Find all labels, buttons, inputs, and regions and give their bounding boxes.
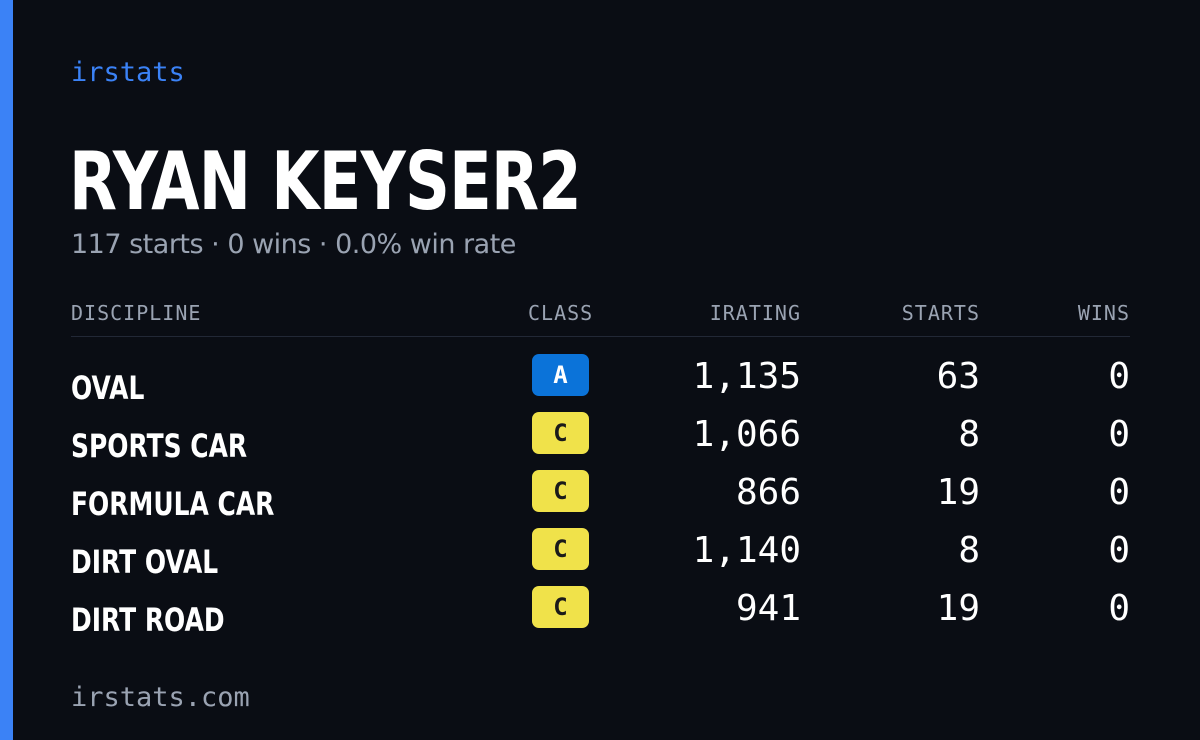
irating-value: 1,140 <box>692 530 801 571</box>
wins-value: 0 <box>1108 356 1130 397</box>
table-row: FORMULA CAR C 866 19 0 <box>71 470 1130 528</box>
table-row: DIRT ROAD C 941 19 0 <box>71 586 1130 644</box>
discipline-name: DIRT ROAD <box>71 601 225 639</box>
wins-value: 0 <box>1108 472 1130 513</box>
starts-value: 8 <box>958 414 980 455</box>
driver-summary: 117 starts · 0 wins · 0.0% win rate <box>71 229 516 260</box>
class-badge: C <box>532 412 589 454</box>
table-row: OVAL A 1,135 63 0 <box>71 354 1130 412</box>
class-badge: C <box>532 528 589 570</box>
discipline-name: DIRT OVAL <box>71 543 219 581</box>
class-badge: A <box>532 354 589 396</box>
header-irating: IRATING <box>709 301 801 325</box>
irating-value: 1,066 <box>692 414 801 455</box>
starts-value: 8 <box>958 530 980 571</box>
irating-value: 1,135 <box>692 356 801 397</box>
header-class: CLASS <box>528 301 594 325</box>
wins-value: 0 <box>1108 588 1130 629</box>
header-starts: STARTS <box>901 301 980 325</box>
table-row: SPORTS CAR C 1,066 8 0 <box>71 412 1130 470</box>
starts-value: 19 <box>936 588 980 629</box>
starts-value: 19 <box>936 472 980 513</box>
class-badge: C <box>532 470 589 512</box>
wins-value: 0 <box>1108 530 1130 571</box>
irating-value: 941 <box>735 588 801 629</box>
table-header: DISCIPLINE CLASS IRATING STARTS WINS <box>71 298 1130 337</box>
discipline-name: FORMULA CAR <box>71 485 275 523</box>
discipline-name: SPORTS CAR <box>71 427 248 465</box>
irating-value: 866 <box>735 472 801 513</box>
header-discipline: DISCIPLINE <box>71 301 202 325</box>
driver-name: RYAN KEYSER2 <box>69 135 582 228</box>
footer-site-url: irstats.com <box>71 682 250 713</box>
header-wins: WINS <box>1077 301 1130 325</box>
starts-value: 63 <box>936 356 980 397</box>
accent-bar <box>0 0 13 740</box>
class-badge: C <box>532 586 589 628</box>
discipline-name: OVAL <box>71 369 145 407</box>
wins-value: 0 <box>1108 414 1130 455</box>
brand-logo: irstats <box>71 57 185 88</box>
table-row: DIRT OVAL C 1,140 8 0 <box>71 528 1130 586</box>
